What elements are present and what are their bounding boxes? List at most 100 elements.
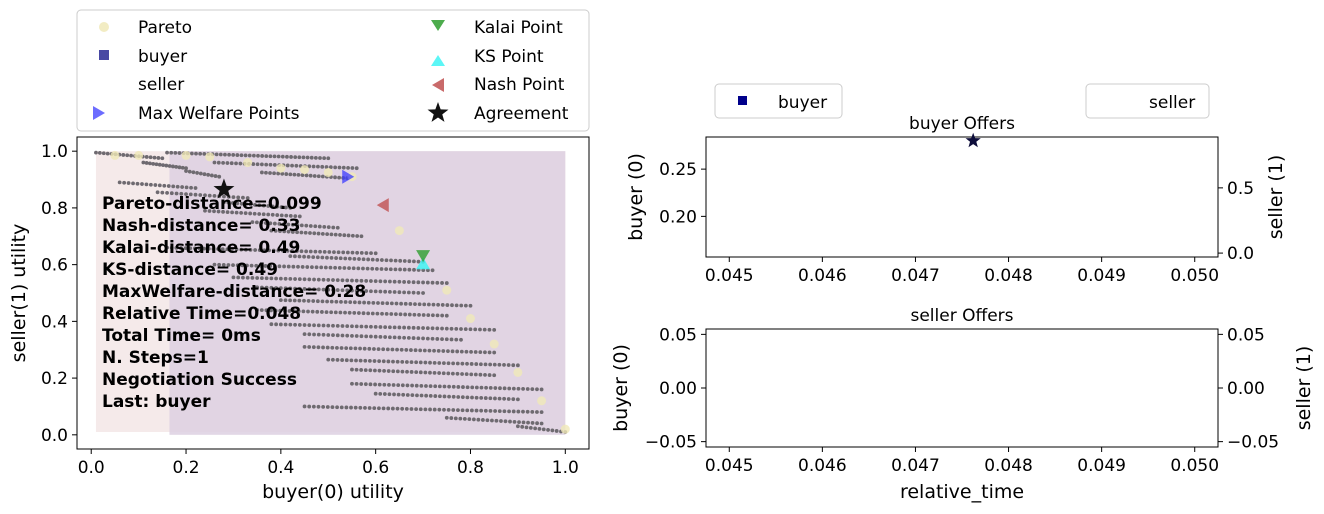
outcome-point: [379, 258, 384, 262]
stat-line: MaxWelfare-distance= 0.28: [102, 282, 366, 302]
outcome-point: [364, 279, 369, 283]
pareto-point: [323, 167, 333, 177]
outcome-point: [516, 409, 521, 414]
outcome-point: [250, 220, 255, 224]
buyer-offers-left-axis-label: buyer (0): [625, 153, 647, 241]
outcome-point: [334, 256, 339, 260]
outcome-point: [455, 371, 460, 376]
outcome-point: [325, 345, 330, 350]
outcome-point: [428, 384, 433, 389]
outcome-point: [348, 346, 353, 351]
outcome-point: [245, 263, 249, 268]
outcome-point: [487, 327, 492, 332]
outcome-point: [494, 418, 499, 423]
outcome-point: [526, 420, 530, 425]
outcome-point: [297, 155, 302, 160]
outcome-point: [231, 263, 235, 268]
pareto-point: [276, 163, 286, 173]
outcome-point: [169, 245, 174, 250]
outcome-point: [234, 247, 239, 252]
outcome-point: [335, 405, 339, 410]
outcome-point: [236, 195, 241, 200]
outcome-point: [361, 257, 366, 262]
outcome-point: [455, 349, 460, 354]
outcome-point: [319, 265, 324, 270]
outcome-point: [465, 361, 469, 366]
outcome-point: [290, 163, 294, 168]
outcome-point: [191, 170, 196, 175]
agreement-point: [213, 178, 235, 199]
outcome-point: [257, 248, 262, 253]
outcome-point: [412, 267, 416, 272]
outcome-point: [264, 162, 269, 167]
outcome-point: [184, 166, 188, 171]
outcome-point: [396, 392, 401, 397]
outcome-point: [369, 289, 373, 294]
outcome-point: [303, 230, 308, 235]
outcome-point: [266, 204, 271, 208]
outcome-point: [371, 300, 376, 305]
outcome-point: [297, 323, 302, 327]
outcome-point: [363, 368, 368, 373]
outcome-point: [214, 152, 219, 157]
outcome-point: [165, 245, 169, 250]
outcome-point: [184, 185, 189, 190]
outcome-point: [423, 360, 428, 365]
outcome-point: [308, 173, 313, 178]
outcome-point: [320, 310, 324, 314]
outcome-point: [404, 348, 409, 352]
outcome-point: [378, 391, 383, 396]
outcome-point: [400, 359, 405, 364]
outcome-point: [235, 263, 240, 268]
x-tick-label: 0.8: [457, 458, 484, 478]
outcome-point: [272, 171, 276, 176]
outcome-point: [440, 281, 444, 285]
outcome-point: [373, 324, 378, 329]
outcome-point: [415, 393, 419, 398]
outcome-point: [368, 368, 373, 373]
outcome-point: [286, 264, 291, 269]
outcome-point: [521, 386, 525, 391]
outcome-point: [533, 426, 538, 431]
outcome-point: [122, 180, 127, 185]
outcome-point: [350, 233, 355, 238]
outcome-point: [530, 387, 535, 392]
outcome-point: [372, 359, 377, 363]
outcome-point: [157, 162, 162, 167]
outcome-point: [335, 323, 340, 328]
outcome-point: [373, 368, 377, 373]
outcome-point: [316, 231, 321, 236]
outcome-point: [278, 298, 283, 302]
outcome-point: [279, 205, 284, 210]
outcome-point: [334, 299, 339, 304]
outcome-point: [278, 276, 283, 281]
outcome-point: [442, 407, 446, 412]
outcome-row: [165, 245, 378, 256]
outcome-point: [478, 362, 483, 367]
outcome-point: [316, 164, 320, 169]
outcome-point: [324, 165, 329, 169]
outcome-point: [447, 394, 451, 399]
outcome-point: [164, 163, 169, 168]
outcome-row: [184, 169, 222, 179]
outcome-point: [240, 263, 245, 268]
y-tick-label: 0.2: [41, 369, 68, 389]
outcome-point: [281, 222, 286, 227]
outcome-point: [293, 214, 298, 219]
outcome-point: [350, 166, 355, 170]
outcome-point: [430, 268, 435, 273]
outcome-point: [381, 406, 386, 411]
outcome-point: [290, 249, 295, 253]
outcome-row: [302, 404, 544, 415]
outcome-point: [411, 280, 416, 285]
outcome-point: [392, 325, 397, 330]
outcome-point: [426, 313, 431, 318]
outcome-point: [459, 327, 463, 331]
outcome-point: [288, 322, 293, 327]
outcome-point: [203, 208, 207, 213]
outcome-point: [411, 325, 416, 330]
outcome-point: [398, 258, 403, 263]
outcome-point: [459, 303, 464, 308]
outcome-point: [354, 278, 359, 283]
outcome-point: [174, 245, 179, 250]
